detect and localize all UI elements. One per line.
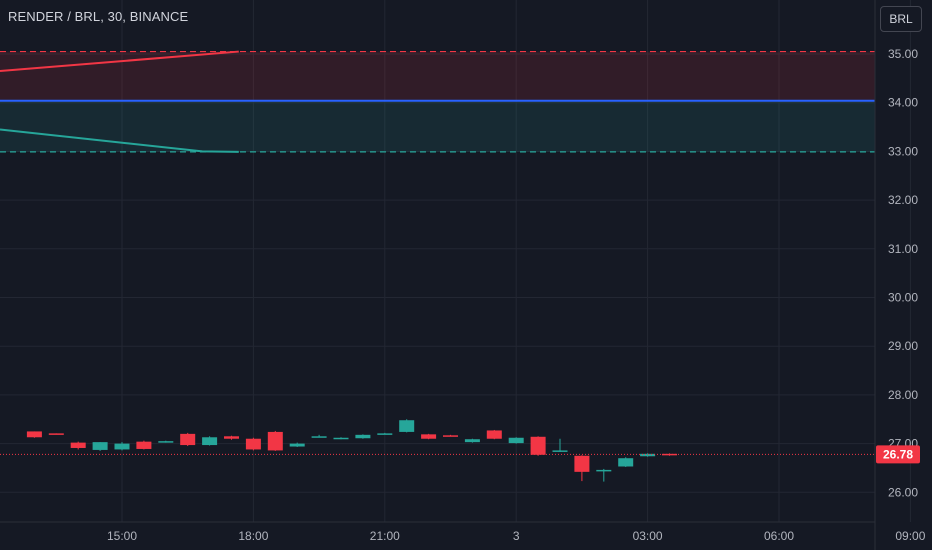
candle-body <box>618 458 634 467</box>
candle-body <box>289 443 305 447</box>
candle-body <box>552 450 568 452</box>
candle-body <box>311 436 327 438</box>
time-tick-label: 03:00 <box>633 529 663 543</box>
candle-body <box>245 438 261 450</box>
candle-body <box>355 434 371 439</box>
candle-body <box>26 431 42 438</box>
candle-body <box>530 436 546 455</box>
candle-body <box>114 443 130 450</box>
time-axis[interactable]: 15:00 18:00 21:00 3 03:00 06:00 09:00 <box>107 529 926 543</box>
candle-body <box>574 455 590 472</box>
price-tick-label: 28.00 <box>888 388 918 402</box>
candle-body <box>377 433 393 435</box>
price-tick-label: 33.00 <box>888 144 918 158</box>
candle-body <box>158 441 174 443</box>
price-tick-label: 35.00 <box>888 47 918 61</box>
last-price-marker: 26.78 <box>0 445 920 464</box>
candles <box>26 419 677 482</box>
candle-body <box>640 453 656 457</box>
band-lower <box>0 100 875 152</box>
candle-body <box>333 437 349 440</box>
candle-body <box>464 439 480 443</box>
trend-lines <box>0 50 239 153</box>
candle-body <box>136 441 152 449</box>
candle-body <box>421 434 437 439</box>
last-price-badge <box>876 445 920 464</box>
trend-line <box>0 128 239 153</box>
price-tick-label: 31.00 <box>888 242 918 256</box>
time-tick-label: 15:00 <box>107 529 137 543</box>
time-tick-label: 06:00 <box>764 529 794 543</box>
price-tick-label: 34.00 <box>888 96 918 110</box>
price-tick-label: 26.00 <box>888 485 918 499</box>
candle-body <box>486 430 502 439</box>
candle-body <box>443 435 458 437</box>
price-tick-label: 30.00 <box>888 291 918 305</box>
time-tick-label: 18:00 <box>238 529 268 543</box>
candle-body <box>508 437 524 444</box>
time-tick-label: 09:00 <box>895 529 925 543</box>
candle-body <box>48 433 64 435</box>
candle-body <box>399 420 415 432</box>
candle-body <box>70 442 86 448</box>
currency-button[interactable]: BRL <box>880 6 922 32</box>
price-bands <box>0 50 875 153</box>
symbol-title: RENDER / BRL, 30, BINANCE <box>8 9 189 24</box>
candle-body <box>267 431 283 451</box>
candle-body <box>202 437 218 446</box>
band-upper <box>0 51 875 101</box>
price-tick-label: 32.00 <box>888 193 918 207</box>
candle-body <box>180 433 196 446</box>
candle-body <box>596 469 612 472</box>
time-tick-label: 3 <box>513 529 520 543</box>
time-tick-label: 21:00 <box>370 529 400 543</box>
trend-line <box>0 50 239 73</box>
last-price-label: 26.78 <box>883 447 913 461</box>
candle-body <box>224 436 239 439</box>
price-tick-label: 29.00 <box>888 339 918 353</box>
candle-body <box>92 442 108 450</box>
